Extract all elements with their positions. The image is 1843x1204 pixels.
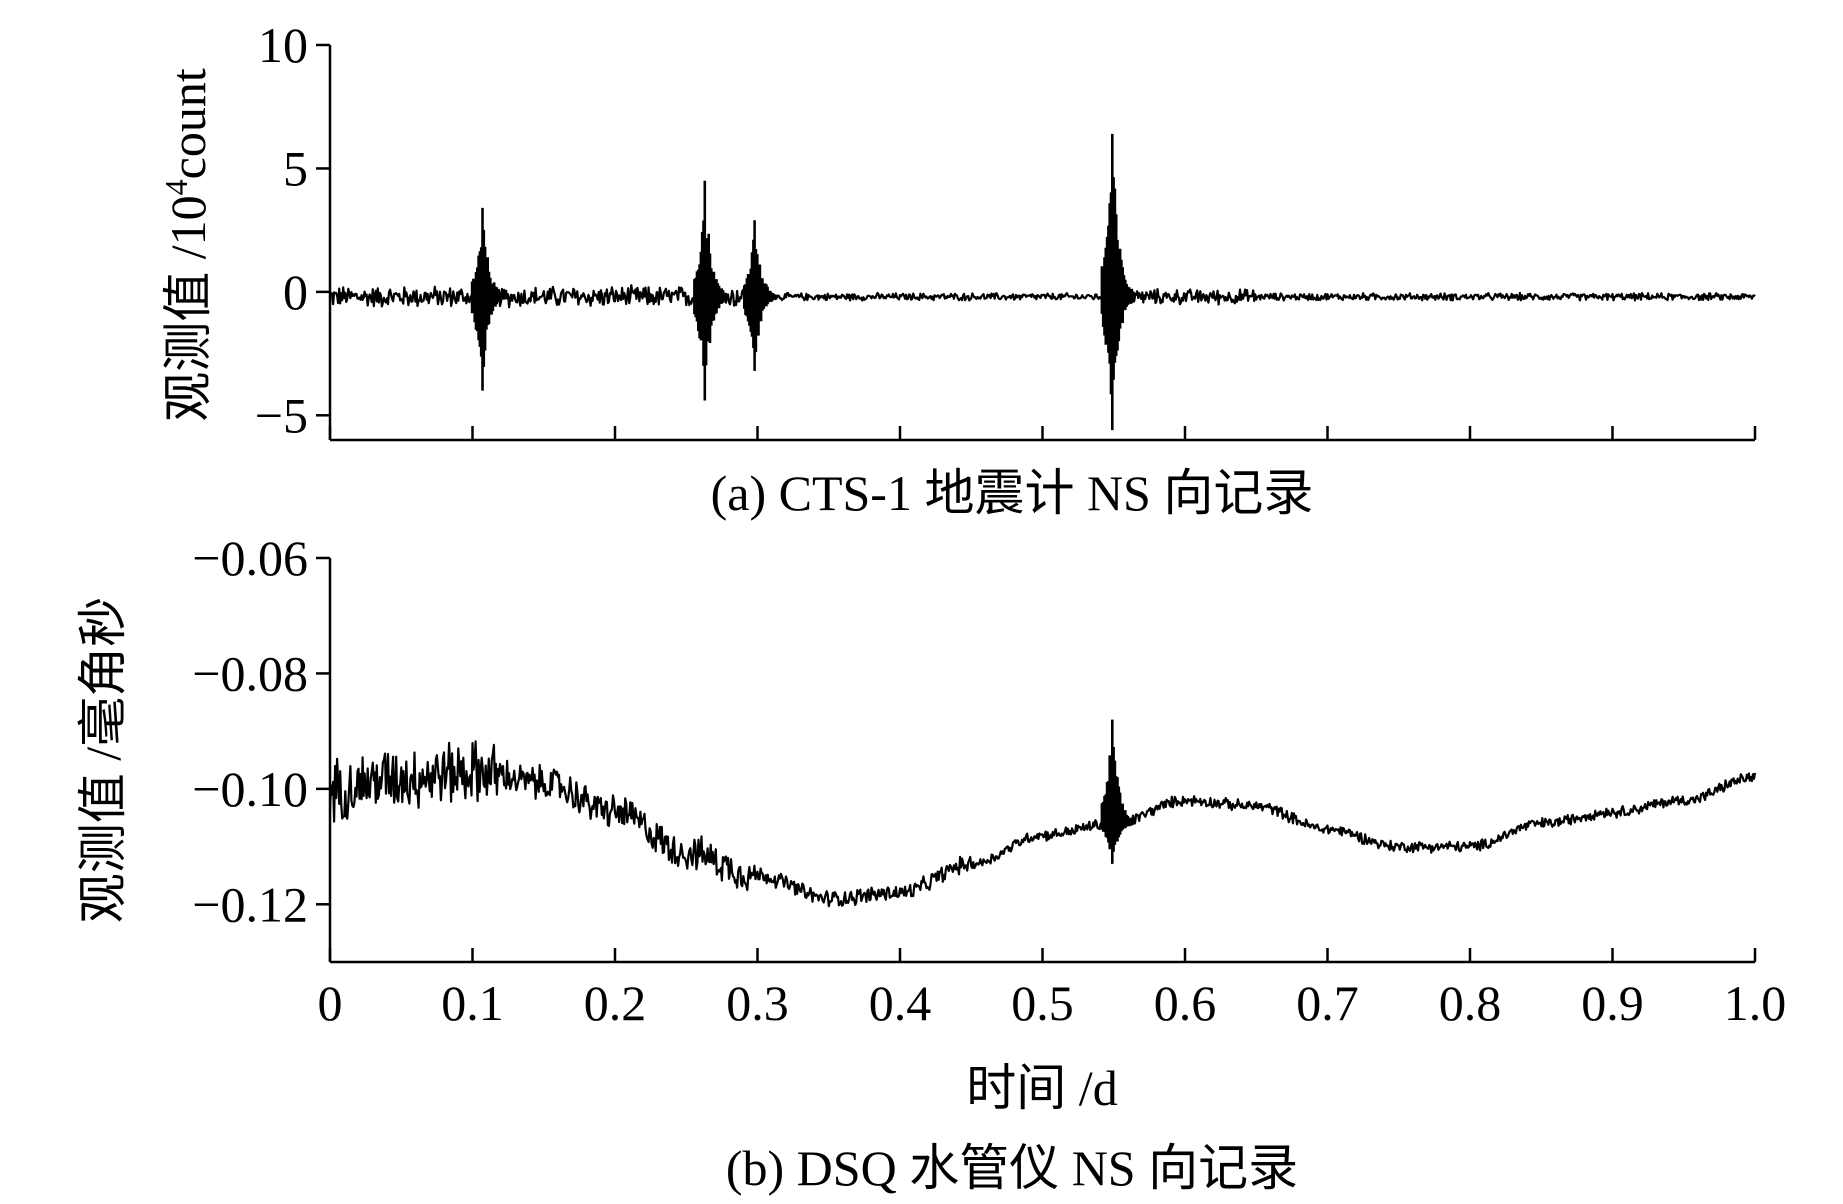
panel-a-event-2 [693, 180, 729, 401]
panel-a-y-ticks: 10 5 0 −5 [255, 17, 330, 443]
panel-a-event-3 [743, 220, 779, 371]
panel-a-y-tick-label: 10 [258, 17, 308, 73]
panel-a-event-1 [470, 207, 506, 391]
panel-b-x-ticks: 0 0.1 0.2 0.3 0.4 0.5 0.6 0.7 0.8 0.9 1.0 [318, 948, 1787, 1031]
panel-b-x-tick-label: 0.7 [1296, 975, 1359, 1031]
panel-a-y-tick-label: 5 [283, 140, 308, 196]
panel-b-x-tick-label: 0.4 [869, 975, 932, 1031]
panel-a-x-ticks [328, 426, 1757, 440]
panel-a-y-axis-label: 观测值 /104count [158, 68, 216, 422]
panel-b-y-axis-label: 观测值 /毫角秒 [75, 597, 131, 923]
panel-b-y-tick-label: −0.06 [192, 530, 308, 586]
panel-b-x-tick-label: 0 [318, 975, 343, 1031]
panel-b-x-tick-label: 0.2 [584, 975, 647, 1031]
panel-a-caption: (a) CTS-1 地震计 NS 向记录 [711, 465, 1314, 521]
panel-a-events [470, 133, 1136, 431]
panel-b-x-tick-label: 0.1 [441, 975, 504, 1031]
panel-b-y-tick-label: −0.12 [192, 876, 308, 932]
panel-b: −0.06 −0.08 −0.10 −0.12 0 0.1 0.2 0.3 0.4 0.5 0.6… [75, 530, 1786, 1196]
panel-a-y-tick-label: −5 [255, 387, 308, 443]
panel-b-events [1100, 719, 1136, 864]
panel-b-x-tick-label: 0.9 [1581, 975, 1644, 1031]
panel-b-caption: (b) DSQ 水管仪 NS 向记录 [726, 1140, 1298, 1196]
panel-b-x-axis-label: 时间 /d [966, 1060, 1117, 1116]
panel-a-y-tick-label: 0 [283, 264, 308, 320]
panel-b-event-1 [1100, 719, 1136, 864]
panel-a: 10 5 0 −5 观测值 /104count (a) CTS-1 地震计 NS 向记… [158, 17, 1757, 521]
panel-b-x-tick-label: 0.8 [1439, 975, 1502, 1031]
panel-a-event-4 [1100, 133, 1136, 431]
panel-b-trace [328, 740, 1757, 908]
panel-b-y-tick-label: −0.08 [192, 645, 308, 701]
panel-b-y-tick-label: −0.10 [192, 761, 308, 817]
panel-b-y-ticks: −0.06 −0.08 −0.10 −0.12 [192, 530, 330, 932]
panel-b-x-tick-label: 0.6 [1154, 975, 1217, 1031]
panel-a-trace [329, 284, 1756, 309]
panel-b-x-tick-label: 0.5 [1011, 975, 1074, 1031]
panel-b-x-tick-label: 0.3 [726, 975, 789, 1031]
panel-b-x-tick-label: 1.0 [1724, 975, 1787, 1031]
